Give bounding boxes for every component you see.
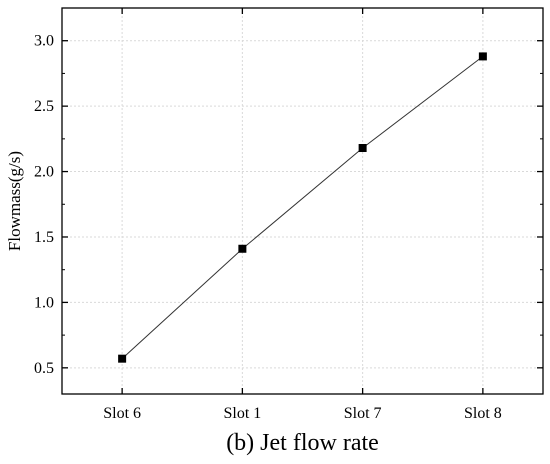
grid-layer bbox=[62, 8, 543, 394]
y-tick-label: 0.5 bbox=[34, 360, 54, 377]
x-tick-labels: Slot 6 Slot 1 Slot 7 Slot 8 bbox=[103, 405, 502, 422]
plot-frame bbox=[61, 7, 544, 395]
x-tick-label: Slot 7 bbox=[344, 405, 382, 422]
y-tick-label: 2.0 bbox=[34, 164, 54, 181]
y-tick-labels: 0.5 1.0 1.5 2.0 2.5 3.0 bbox=[34, 33, 54, 377]
series-line bbox=[121, 56, 484, 360]
data-point-marker bbox=[118, 354, 127, 363]
data-point-marker bbox=[358, 144, 367, 153]
x-tick-label: Slot 6 bbox=[103, 405, 141, 422]
data-markers bbox=[118, 52, 487, 363]
data-point-marker bbox=[238, 244, 247, 253]
y-tick-label: 1.5 bbox=[34, 229, 54, 246]
x-tick-label: Slot 1 bbox=[223, 405, 261, 422]
y-tick-label: 1.0 bbox=[34, 294, 54, 311]
y-tick-label: 3.0 bbox=[34, 33, 54, 50]
y-axis-label: Flowmass(g/s) bbox=[5, 151, 24, 251]
chart-caption: (b) Jet flow rate bbox=[226, 430, 379, 456]
data-point-marker bbox=[478, 52, 487, 61]
x-tick-label: Slot 8 bbox=[464, 405, 502, 422]
tick-layer bbox=[62, 8, 543, 394]
y-tick-label: 2.5 bbox=[34, 98, 54, 115]
